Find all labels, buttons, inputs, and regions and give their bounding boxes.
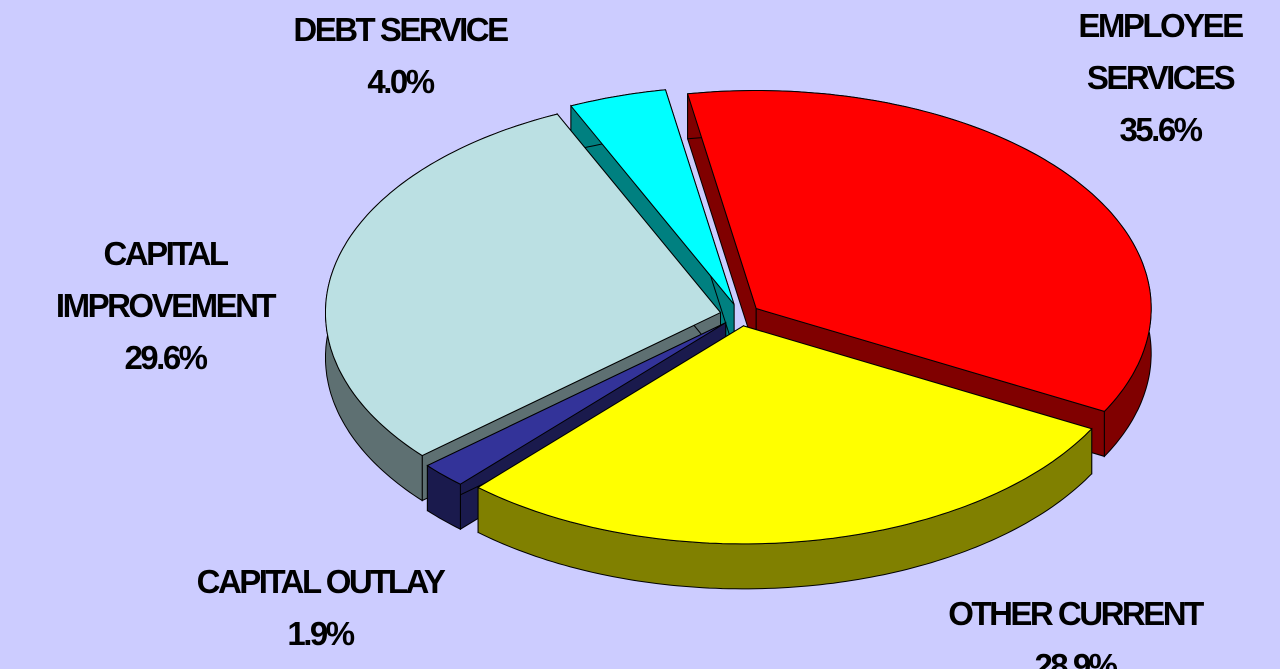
slice-label: CAPITAL OUTLAY 1.9% [110, 556, 530, 660]
value-label: 1.9% [287, 615, 355, 652]
value-label: 4.0% [367, 63, 435, 100]
slice-label: DEBT SERVICE 4.0% [220, 4, 580, 108]
slice-label: CAPITAL IMPROVEMENT 29.6% [5, 228, 325, 384]
slice-label: EMPLOYEE SERVICES 35.6% [1035, 0, 1280, 156]
slice-label: OTHER CURRENT 28.9% [865, 588, 1280, 669]
value-label: 35.6% [1119, 111, 1203, 148]
slice [325, 113, 722, 457]
slice [426, 322, 726, 485]
value-label: 28.9% [1034, 647, 1118, 669]
slice [477, 325, 1093, 545]
slice [570, 89, 735, 305]
category-label: OTHER CURRENT [948, 595, 1204, 632]
slice [686, 90, 1152, 412]
category-label: CAPITAL IMPROVEMENT [55, 235, 277, 324]
value-label: 29.6% [124, 339, 208, 376]
category-label: EMPLOYEE SERVICES [1078, 7, 1244, 96]
category-label: DEBT SERVICE [293, 11, 509, 48]
category-label: CAPITAL OUTLAY [196, 563, 446, 600]
